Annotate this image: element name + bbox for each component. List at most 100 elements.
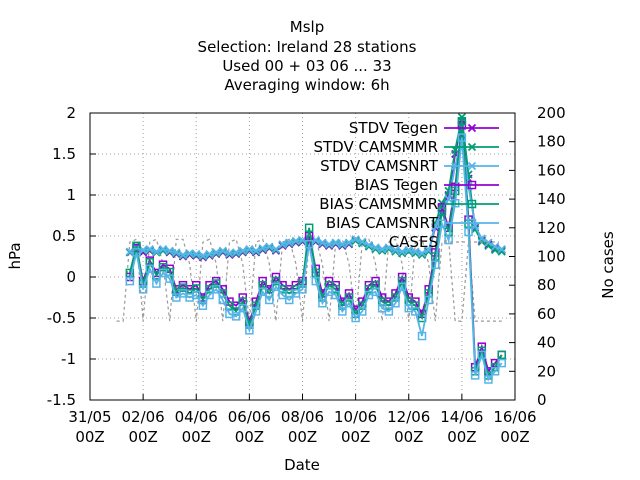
data-point-square bbox=[198, 301, 208, 310]
data-point-x bbox=[172, 248, 181, 257]
data-point-square bbox=[417, 331, 427, 341]
data-point-x bbox=[424, 247, 433, 256]
y-axis-ticks: -1.5 -1 -0.5 0 0.5 1 1.5 2 bbox=[47, 104, 96, 409]
data-point-square bbox=[231, 312, 241, 321]
chart-title-averaging: Averaging window: 6h bbox=[224, 76, 389, 94]
data-point-square bbox=[467, 180, 477, 190]
data-point-x bbox=[364, 240, 374, 250]
x-axis-ticks: 31/05 00Z 02/06 00Z 04/06 00Z 06/06 00Z 08/06 00Z… bbox=[68, 394, 537, 446]
data-point-x bbox=[344, 238, 354, 247]
data-point-square bbox=[411, 307, 420, 316]
data-point-square bbox=[211, 285, 221, 294]
data-point-square bbox=[384, 307, 394, 316]
data-point-x bbox=[271, 244, 281, 254]
series-line bbox=[128, 121, 503, 378]
data-point-square bbox=[218, 295, 228, 305]
data-point-x bbox=[391, 245, 400, 255]
y2-tick-label: 120 bbox=[537, 219, 566, 237]
data-point-x bbox=[477, 234, 486, 243]
x-tick-label-date: 14/06 bbox=[440, 408, 483, 426]
data-point-x bbox=[351, 235, 360, 244]
y-tick-label: -1.5 bbox=[47, 391, 76, 409]
data-point-square bbox=[238, 303, 247, 313]
data-point-square bbox=[125, 276, 135, 286]
data-point-square bbox=[358, 307, 367, 316]
x-tick-label-date: 31/05 bbox=[68, 408, 111, 426]
data-point-square bbox=[457, 116, 467, 126]
data-point-square bbox=[132, 248, 141, 257]
data-point-square bbox=[304, 223, 314, 233]
y-tick-label: 1 bbox=[66, 186, 76, 204]
data-point-x bbox=[291, 236, 300, 246]
y2-tick-label: 20 bbox=[537, 362, 556, 380]
y2-tick-label: 200 bbox=[537, 104, 566, 122]
data-point-square bbox=[318, 298, 327, 308]
y2-tick-label: 140 bbox=[537, 190, 566, 208]
data-point-x bbox=[384, 243, 393, 252]
y2-axis-label: No cases bbox=[599, 231, 617, 299]
data-point-x bbox=[311, 235, 320, 245]
x-tick-label-date: 04/06 bbox=[175, 408, 218, 426]
x-tick-label-hour: 00Z bbox=[128, 428, 157, 446]
data-point-square bbox=[125, 268, 135, 278]
data-point-x bbox=[338, 240, 347, 249]
x-axis-label: Date bbox=[284, 456, 320, 474]
data-point-x bbox=[158, 244, 168, 254]
data-point-x bbox=[467, 123, 477, 133]
x-tick-label-hour: 00Z bbox=[75, 428, 104, 446]
data-point-x bbox=[145, 244, 154, 254]
legend-label: STDV Tegen bbox=[349, 119, 438, 137]
data-point-square bbox=[138, 285, 148, 294]
y-tick-label: -0.5 bbox=[47, 309, 76, 327]
data-point-square bbox=[192, 290, 201, 300]
y-tick-label: 1.5 bbox=[52, 145, 76, 163]
data-point-square bbox=[444, 235, 453, 245]
data-point-x bbox=[185, 249, 194, 258]
legend-label: BIAS CAMSMMR bbox=[319, 195, 438, 213]
data-point-x bbox=[178, 250, 188, 259]
x-tick-label-date: 06/06 bbox=[228, 408, 271, 426]
data-point-square bbox=[467, 218, 477, 228]
data-point-x bbox=[298, 235, 307, 245]
data-point-x bbox=[205, 249, 214, 259]
data-point-x bbox=[417, 249, 427, 258]
legend-label: STDV CAMSMMR bbox=[313, 138, 438, 156]
data-point-square bbox=[490, 367, 500, 376]
y2-tick-label: 0 bbox=[537, 391, 547, 409]
x-tick-label-date: 10/06 bbox=[334, 408, 377, 426]
chart-title-selection: Selection: Ireland 28 stations bbox=[198, 38, 417, 56]
y-tick-label: 0 bbox=[66, 268, 76, 286]
data-point-x bbox=[225, 249, 234, 258]
data-point-x bbox=[231, 248, 241, 257]
data-point-x bbox=[404, 245, 413, 255]
y2-axis-ticks: 0 20 40 60 80 100 120 140 160 180 200 bbox=[509, 104, 566, 409]
data-point-square bbox=[344, 298, 354, 308]
data-point-x bbox=[258, 244, 267, 253]
y2-tick-label: 100 bbox=[537, 248, 566, 266]
data-point-x bbox=[467, 161, 477, 171]
series-bias-camsnrt bbox=[125, 133, 506, 384]
data-point-square bbox=[304, 239, 314, 249]
data-point-square bbox=[467, 199, 477, 209]
data-point-x bbox=[212, 248, 221, 257]
data-point-x bbox=[490, 242, 500, 251]
data-point-x bbox=[411, 247, 420, 256]
x-tick-label-hour: 00Z bbox=[288, 428, 317, 446]
data-point-x bbox=[138, 245, 148, 255]
data-point-x bbox=[431, 222, 440, 231]
data-point-x bbox=[238, 246, 247, 255]
legend-label: BIAS CAMSNRT bbox=[326, 214, 439, 232]
y2-tick-label: 160 bbox=[537, 161, 566, 179]
legend-label: CASES bbox=[389, 233, 438, 251]
data-point-x bbox=[158, 246, 168, 255]
y-tick-label: 2 bbox=[66, 104, 76, 122]
x-tick-label-hour: 00Z bbox=[394, 428, 423, 446]
data-point-x bbox=[331, 238, 340, 247]
data-point-square bbox=[457, 133, 467, 142]
data-point-square bbox=[278, 290, 287, 300]
y2-tick-label: 180 bbox=[537, 133, 566, 151]
data-point-square bbox=[344, 293, 354, 302]
chart-title-used: Used 00 + 03 06 ... 33 bbox=[222, 57, 391, 75]
x-tick-label-date: 02/06 bbox=[122, 408, 165, 426]
data-point-x bbox=[125, 247, 134, 256]
